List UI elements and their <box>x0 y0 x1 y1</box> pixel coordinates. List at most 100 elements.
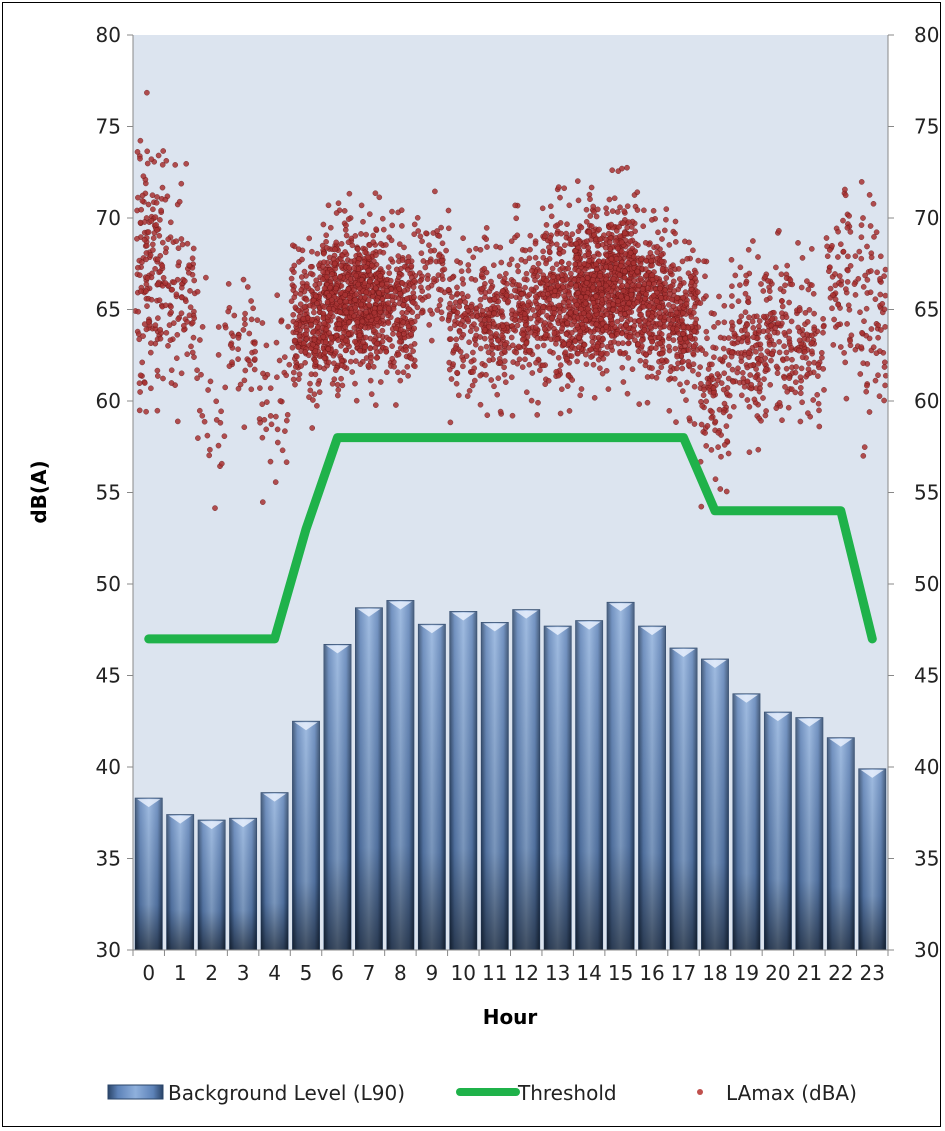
lamax-point <box>563 331 570 338</box>
lamax-point <box>625 219 632 225</box>
lamax-point <box>454 290 461 297</box>
lamax-point <box>868 326 875 332</box>
lamax-point <box>579 276 586 283</box>
lamax-point <box>766 288 773 295</box>
lamax-point <box>144 148 151 155</box>
lamax-point <box>540 342 547 349</box>
lamax-point <box>377 305 383 312</box>
lamax-point <box>882 292 889 299</box>
lamax-point <box>558 386 565 393</box>
lamax-point <box>694 289 701 295</box>
lamax-point <box>314 250 321 257</box>
lamax-point <box>702 351 709 357</box>
lamax-point <box>844 321 850 327</box>
lamax-point <box>721 400 728 407</box>
lamax-point <box>554 282 561 289</box>
lamax-point <box>329 271 335 278</box>
lamax-point <box>711 311 717 317</box>
lamax-point <box>701 386 707 393</box>
lamax-point <box>498 308 505 314</box>
lamax-point <box>169 286 176 293</box>
lamax-point <box>577 392 584 399</box>
lamax-point <box>307 387 314 394</box>
lamax-point <box>711 354 717 361</box>
lamax-point <box>323 326 330 333</box>
lamax-point <box>799 399 805 406</box>
lamax-point <box>846 213 852 219</box>
lamax-point <box>473 326 480 332</box>
lamax-point <box>306 394 312 400</box>
lamax-point <box>242 310 248 317</box>
lamax-point <box>352 233 359 239</box>
lamax-point <box>708 415 715 421</box>
lamax-point <box>290 369 297 376</box>
lamax-point <box>814 391 821 398</box>
lamax-point <box>352 297 358 303</box>
lamax-point <box>723 488 730 495</box>
lamax-point <box>426 322 433 328</box>
lamax-point <box>343 222 349 229</box>
lamax-point <box>564 383 571 389</box>
lamax-point <box>462 299 469 306</box>
lamax-point <box>636 317 643 324</box>
lamax-point <box>157 335 164 342</box>
legend-item-lamax: LAmax (dBA) <box>697 1081 857 1105</box>
lamax-point <box>515 343 522 350</box>
lamax-point <box>383 242 389 248</box>
lamax-point <box>747 362 754 369</box>
lamax-point <box>519 364 526 370</box>
lamax-point <box>349 369 356 375</box>
lamax-point <box>148 385 154 392</box>
lamax-point <box>365 362 372 369</box>
lamax-point <box>864 382 870 389</box>
lamax-point <box>332 367 339 374</box>
lamax-point <box>291 337 298 344</box>
bar-bevel-8 <box>388 601 412 610</box>
lamax-point <box>380 226 387 233</box>
lamax-point <box>373 349 380 356</box>
lamax-point <box>575 268 582 274</box>
lamax-point <box>372 190 379 197</box>
lamax-point <box>739 369 746 376</box>
lamax-point <box>699 403 706 409</box>
lamax-point <box>565 372 572 379</box>
lamax-point <box>559 325 565 332</box>
lamax-point <box>560 248 567 255</box>
lamax-point <box>199 412 206 419</box>
lamax-point <box>390 330 396 337</box>
lamax-point <box>588 354 594 360</box>
lamax-point <box>542 320 548 326</box>
lamax-point <box>559 265 566 271</box>
lamax-point <box>454 284 460 291</box>
lamax-point <box>403 347 409 354</box>
lamax-point <box>715 444 721 450</box>
lamax-point <box>866 335 873 342</box>
lamax-point <box>755 446 762 453</box>
lamax-point <box>552 223 559 230</box>
lamax-point <box>881 397 887 404</box>
lamax-point <box>227 342 234 348</box>
lamax-point <box>497 244 504 251</box>
lamax-point <box>159 239 166 246</box>
lamax-point <box>782 384 788 390</box>
lamax-point <box>465 262 472 268</box>
lamax-point <box>641 295 648 302</box>
lamax-point <box>165 236 172 243</box>
lamax-point <box>353 397 360 404</box>
lamax-point <box>666 407 673 414</box>
lamax-point <box>599 292 605 298</box>
lamax-point <box>617 233 623 240</box>
lamax-point <box>658 364 665 371</box>
lamax-point <box>329 380 336 387</box>
bar-shade-23 <box>858 768 886 950</box>
lamax-point <box>659 236 665 242</box>
lamax-point <box>576 344 582 350</box>
lamax-point <box>764 348 771 355</box>
lamax-point <box>841 350 847 356</box>
lamax-point <box>737 282 743 288</box>
lamax-point <box>307 263 314 270</box>
lamax-point <box>691 304 698 310</box>
lamax-point <box>576 334 582 341</box>
lamax-point <box>587 329 594 335</box>
lamax-point <box>663 275 670 281</box>
